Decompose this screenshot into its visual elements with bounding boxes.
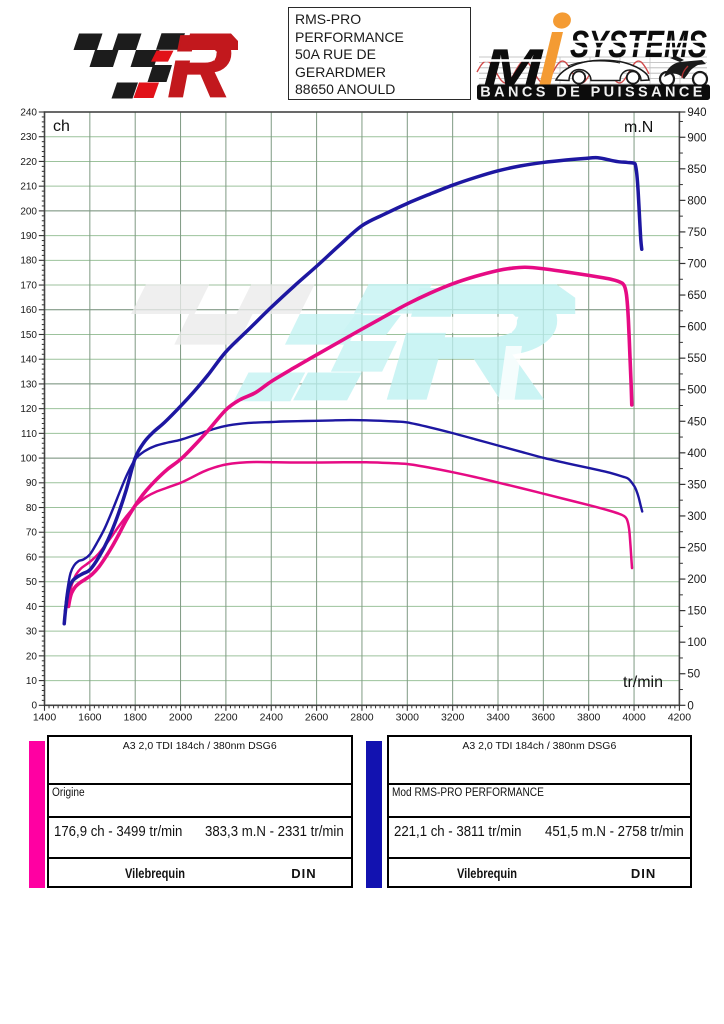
svg-text:550: 550 (687, 353, 706, 365)
svg-text:80: 80 (26, 503, 38, 514)
svg-text:170: 170 (20, 280, 37, 291)
svg-text:SYSTEMS: SYSTEMS (570, 24, 707, 66)
svg-text:210: 210 (20, 182, 37, 193)
svg-text:m.N: m.N (624, 119, 653, 136)
svg-text:140: 140 (20, 355, 37, 366)
svg-text:240: 240 (20, 107, 37, 118)
svg-text:190: 190 (20, 231, 37, 242)
svg-text:850: 850 (687, 164, 706, 176)
svg-text:220: 220 (20, 157, 37, 168)
svg-text:100: 100 (20, 453, 37, 464)
svg-text:70: 70 (26, 528, 38, 539)
svg-text:1600: 1600 (78, 712, 102, 724)
svg-text:450: 450 (687, 416, 706, 428)
svg-text:4200: 4200 (668, 712, 692, 724)
svg-text:tr/min: tr/min (623, 674, 663, 691)
svg-text:60: 60 (26, 552, 38, 563)
svg-text:2800: 2800 (350, 712, 374, 724)
svg-text:200: 200 (20, 206, 37, 217)
svg-text:BANCS DE PUISSANCE: BANCS DE PUISSANCE (480, 85, 706, 101)
svg-text:R: R (386, 256, 556, 431)
svg-text:2400: 2400 (260, 712, 284, 724)
svg-text:400: 400 (687, 448, 706, 460)
svg-text:1400: 1400 (33, 712, 57, 724)
svg-text:3000: 3000 (396, 712, 420, 724)
svg-text:0: 0 (687, 700, 693, 712)
svg-text:160: 160 (20, 305, 37, 316)
svg-text:150: 150 (20, 330, 37, 341)
svg-text:R: R (168, 19, 231, 116)
svg-text:230: 230 (20, 132, 37, 143)
svg-text:130: 130 (20, 379, 37, 390)
svg-text:2600: 2600 (305, 712, 329, 724)
svg-text:30: 30 (26, 627, 38, 638)
svg-text:10: 10 (26, 676, 38, 687)
svg-text:180: 180 (20, 256, 37, 267)
svg-text:3600: 3600 (532, 712, 556, 724)
svg-text:3800: 3800 (577, 712, 601, 724)
svg-text:300: 300 (687, 511, 706, 523)
svg-text:2200: 2200 (214, 712, 238, 724)
svg-text:250: 250 (687, 543, 706, 555)
svg-text:500: 500 (687, 385, 706, 397)
svg-text:40: 40 (26, 602, 38, 613)
svg-text:750: 750 (687, 227, 706, 239)
svg-text:110: 110 (21, 429, 37, 440)
svg-text:50: 50 (26, 577, 38, 588)
svg-text:940: 940 (687, 107, 706, 119)
svg-text:3400: 3400 (486, 712, 510, 724)
svg-text:90: 90 (26, 478, 38, 489)
svg-text:800: 800 (687, 195, 706, 207)
svg-text:150: 150 (687, 606, 706, 618)
svg-text:120: 120 (20, 404, 37, 415)
svg-text:3200: 3200 (441, 712, 465, 724)
svg-text:900: 900 (687, 132, 706, 144)
svg-text:ch: ch (53, 118, 70, 135)
svg-text:4000: 4000 (622, 712, 646, 724)
svg-text:2000: 2000 (169, 712, 193, 724)
svg-text:650: 650 (687, 290, 706, 302)
svg-text:350: 350 (687, 479, 706, 491)
svg-text:700: 700 (687, 258, 706, 270)
svg-text:20: 20 (26, 651, 38, 662)
svg-text:0: 0 (31, 701, 37, 712)
svg-text:50: 50 (687, 669, 700, 681)
svg-text:200: 200 (687, 574, 706, 586)
svg-text:600: 600 (687, 322, 706, 334)
svg-text:1800: 1800 (124, 712, 148, 724)
svg-text:100: 100 (687, 637, 706, 649)
